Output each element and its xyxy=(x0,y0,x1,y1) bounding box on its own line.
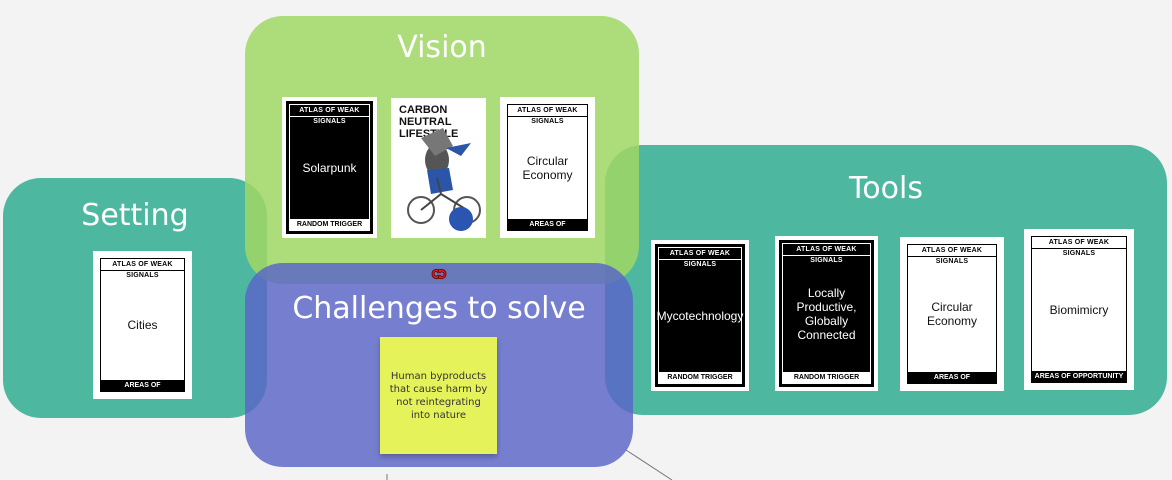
vision-zone-title: Vision xyxy=(397,30,487,65)
card-title: Cities xyxy=(127,318,158,332)
challenges-zone-title: Challenges to solve xyxy=(292,291,586,326)
card-header: ATLAS OF WEAK SIGNALS xyxy=(290,105,369,125)
card-title: Mycotechnology xyxy=(656,308,744,323)
card-title: Circular Economy xyxy=(926,300,978,328)
card-title: Solarpunk xyxy=(302,160,357,175)
card-footer: RANDOM TRIGGER xyxy=(659,372,741,383)
card-solarpunk[interactable]: ATLAS OF WEAK SIGNALS Solarpunk RANDOM T… xyxy=(282,97,377,238)
card-header: ATLAS OF WEAK SIGNALS xyxy=(783,244,870,264)
card-footer: AREAS OF OPPORTUNITY xyxy=(908,372,996,392)
card-header: ATLAS OF WEAK SIGNALS xyxy=(101,259,184,279)
sticky-note[interactable]: Human byproducts that cause harm by not … xyxy=(380,337,497,454)
card-header: ATLAS OF WEAK SIGNALS xyxy=(908,245,996,265)
card-footer: RANDOM TRIGGER xyxy=(783,372,870,383)
setting-zone-title: Setting xyxy=(81,198,189,233)
bicycle-illustration xyxy=(407,128,481,231)
card-carbon-neutral-lifestyle[interactable]: CARBON NEUTRAL LIFESTYLE xyxy=(391,98,486,238)
card-footer: AREAS OF OPPORTUNITY xyxy=(1032,371,1126,382)
card-mycotechnology[interactable]: ATLAS OF WEAK SIGNALS Mycotechnology RAN… xyxy=(651,240,749,391)
card-footer: RANDOM TRIGGER xyxy=(290,219,369,230)
card-title: Circular Economy xyxy=(522,153,573,182)
card-circular-economy-tools[interactable]: ATLAS OF WEAK SIGNALS Circular Economy A… xyxy=(900,237,1004,392)
card-header: ATLAS OF WEAK SIGNALS xyxy=(659,248,741,268)
card-title: Biomimicry xyxy=(1049,302,1109,317)
card-locally-productive[interactable]: ATLAS OF WEAK SIGNALS Locally Productive… xyxy=(775,236,878,391)
card-biomimicry[interactable]: ATLAS OF WEAK SIGNALS Biomimicry AREAS O… xyxy=(1024,229,1134,390)
card-header: ATLAS OF WEAK SIGNALS xyxy=(508,105,587,125)
card-cities[interactable]: ATLAS OF WEAK SIGNALS Cities AREAS OF OP… xyxy=(93,251,192,400)
card-footer: AREAS OF OPPORTUNITY xyxy=(101,380,184,400)
card-header: ATLAS OF WEAK SIGNALS xyxy=(1032,237,1126,257)
card-circular-economy-vision[interactable]: ATLAS OF WEAK SIGNALS Circular Economy A… xyxy=(500,97,595,239)
card-title: Locally Productive, Globally Connected xyxy=(796,285,857,342)
link-connector-icon[interactable] xyxy=(429,266,449,282)
tools-zone-title: Tools xyxy=(849,171,923,206)
card-footer: AREAS OF OPPORTUNITY xyxy=(508,219,587,239)
